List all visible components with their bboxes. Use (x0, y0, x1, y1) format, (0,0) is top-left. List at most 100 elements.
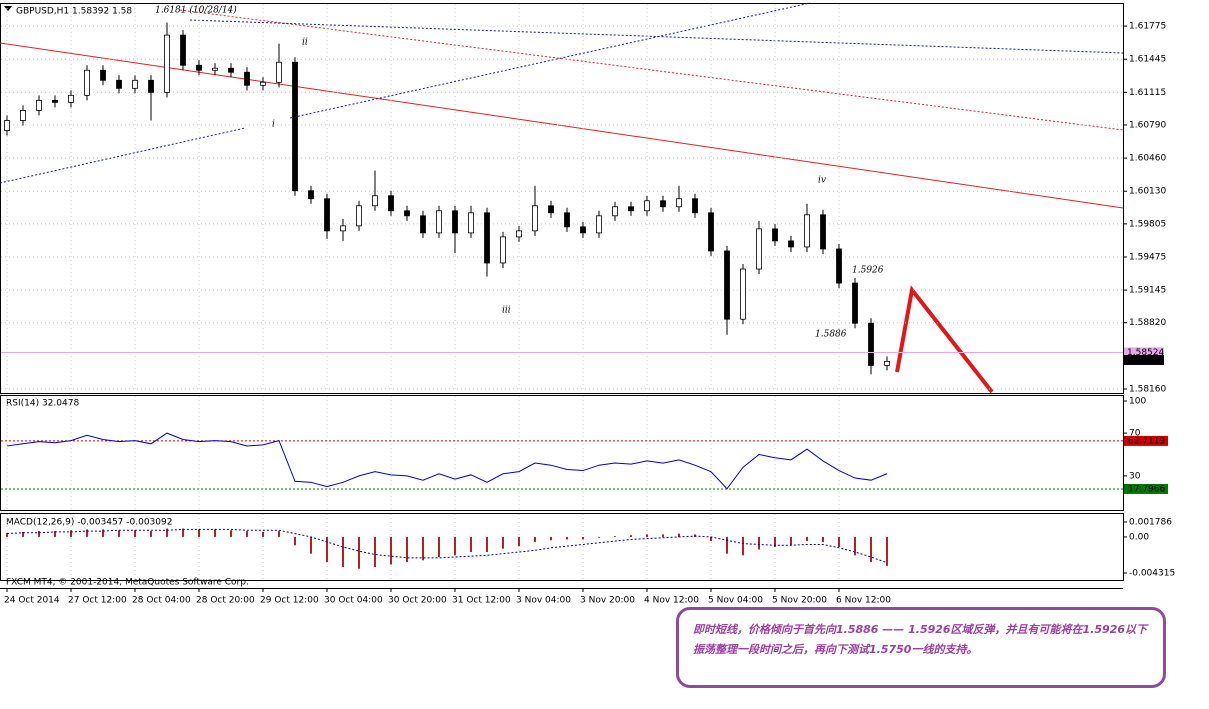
y-tick-label: 1.60130 (1129, 187, 1166, 197)
candle-body (228, 67, 234, 73)
bid-label: 1.58524 (1127, 348, 1164, 358)
macd-bar (486, 536, 488, 552)
candle-body (788, 240, 794, 248)
candle-body (36, 99, 42, 111)
x-tick-label: 30 Oct 20:00 (388, 596, 447, 606)
candle-body (708, 212, 714, 252)
candle-body (196, 64, 202, 71)
candle-body (68, 94, 74, 103)
rsi-line (6, 432, 888, 490)
x-tick-label: 30 Oct 04:00 (324, 596, 383, 606)
macd-bar (70, 530, 72, 537)
macd-bar (102, 529, 104, 537)
y-tick-label: 0.00 (1129, 532, 1149, 542)
macd-bar (54, 531, 56, 537)
macd-bar (326, 536, 328, 563)
macd-bar (374, 536, 376, 568)
macd-bar (150, 531, 152, 537)
x-tick-label: 24 Oct 2014 (4, 596, 60, 606)
candle-body (564, 212, 570, 228)
y-tick-label: 1.59805 (1129, 219, 1166, 229)
candle-body (116, 79, 122, 89)
candle-body (420, 215, 426, 234)
macd-bar (470, 536, 472, 552)
macd-bar (422, 536, 424, 561)
macd-bar (758, 536, 760, 550)
x-tick-label: 5 Nov 20:00 (772, 596, 827, 606)
level-label: 62.7119 (1128, 436, 1165, 446)
candle-body (740, 268, 746, 320)
forecast-arrow (895, 285, 994, 394)
wave-label: iv (818, 176, 826, 186)
x-tick-label: 28 Oct 20:00 (196, 596, 255, 606)
candle-body (212, 67, 218, 71)
candle-body (484, 212, 490, 264)
macd-bar (502, 536, 504, 549)
macd-bar (198, 529, 200, 537)
macd-title: MACD(12,26,9) -0.003457 -0.003092 (6, 518, 172, 528)
macd-bar (438, 536, 440, 557)
trend-line (0, 42, 1124, 209)
macd-bar (230, 530, 232, 537)
main-frame (0, 3, 1124, 394)
macd-bar (310, 536, 312, 554)
candle-body (820, 214, 826, 250)
y-tick-label: 1.60790 (1129, 120, 1166, 130)
macd-bar (278, 531, 280, 537)
y-tick-label: 1.60460 (1129, 154, 1166, 164)
x-tick-label: 31 Oct 12:00 (452, 596, 511, 606)
candle-body (868, 322, 874, 366)
candle-body (660, 200, 666, 208)
y-tick-label: 0.001786 (1129, 518, 1172, 528)
y-tick-label: 1.58820 (1129, 318, 1166, 328)
y-tick-label: 1.61115 (1129, 88, 1166, 98)
macd-bar (534, 536, 536, 542)
macd-bar (86, 529, 88, 537)
candle-body (580, 226, 586, 234)
candle-body (756, 228, 762, 270)
candle-body (676, 198, 682, 208)
candle-body (644, 200, 650, 212)
x-tick-label: 28 Oct 04:00 (132, 596, 191, 606)
candle-body (724, 250, 730, 320)
x-tick-label: 4 Nov 12:00 (644, 596, 699, 606)
macd-bar (614, 536, 616, 537)
rsi-title: RSI(14) 32.0478 (6, 399, 79, 409)
candle-body (692, 198, 698, 214)
macd-bar (854, 536, 856, 556)
macd-bar (790, 536, 792, 546)
menu-icon (4, 6, 12, 11)
candle-body (388, 195, 394, 212)
candle-body (836, 248, 842, 284)
x-tick-label: 6 Nov 12:00 (836, 596, 891, 606)
y-tick-label: 1.59475 (1129, 252, 1166, 262)
y-tick-label: 1.59145 (1129, 286, 1166, 296)
macd-bar (182, 528, 184, 537)
rsi-frame (0, 395, 1124, 511)
candle-body (852, 282, 858, 324)
candle-body (100, 69, 106, 81)
candle-body (244, 71, 250, 86)
macd-bar (294, 536, 296, 546)
candle-body (324, 198, 330, 232)
macd-bar (246, 531, 248, 537)
macd-bar (406, 536, 408, 563)
macd-bar (806, 536, 808, 542)
macd-bar (214, 529, 216, 537)
candle-body (612, 206, 618, 217)
macd-bar (726, 536, 728, 554)
candle-body (500, 236, 506, 264)
macd-bar (822, 536, 824, 542)
candle-body (132, 79, 138, 89)
wave-label: iii (502, 306, 511, 316)
candle-body (468, 212, 474, 234)
candle-body (52, 99, 58, 103)
candle-body (308, 190, 314, 200)
signal-line (6, 528, 888, 564)
macd-frame (0, 513, 1124, 581)
macd-bar (630, 535, 632, 537)
candle-body (884, 360, 890, 366)
y-tick-label: 1.61445 (1129, 55, 1166, 65)
channel-line (0, 127, 246, 184)
candle-body (292, 61, 298, 192)
